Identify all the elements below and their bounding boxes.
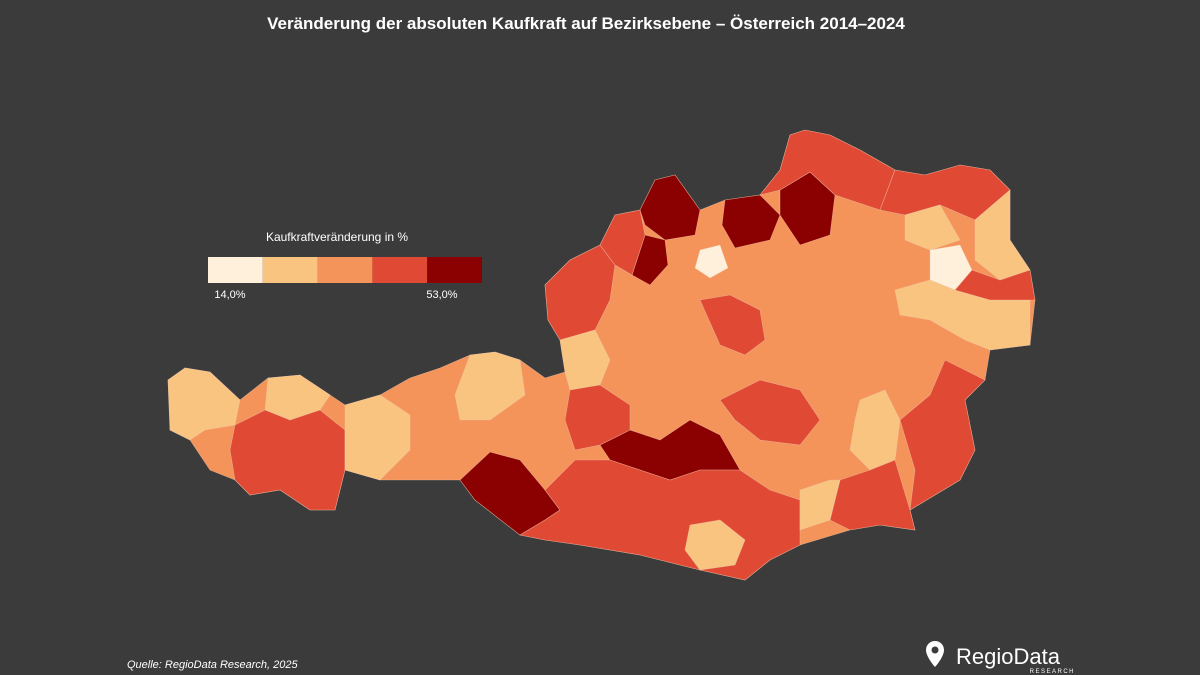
district bbox=[229, 409, 346, 511]
district bbox=[799, 479, 841, 531]
legend-swatch bbox=[372, 257, 428, 283]
logo-icon bbox=[926, 641, 944, 667]
district bbox=[544, 244, 616, 341]
district bbox=[759, 129, 896, 211]
district bbox=[639, 174, 701, 241]
logo: RegioData RESEARCH bbox=[926, 641, 1075, 675]
district bbox=[344, 394, 411, 481]
legend-title: Kaufkraftveränderung in % bbox=[266, 230, 408, 244]
map bbox=[167, 129, 1036, 581]
district bbox=[699, 294, 766, 356]
legend-swatch bbox=[317, 257, 373, 283]
legend-swatch bbox=[262, 257, 318, 283]
legend-max-label: 53,0% bbox=[426, 289, 457, 301]
district bbox=[719, 379, 821, 446]
district bbox=[894, 279, 1031, 351]
logo-icon-hole bbox=[931, 646, 939, 654]
district bbox=[454, 351, 526, 421]
district bbox=[599, 209, 646, 276]
district bbox=[829, 459, 916, 531]
district bbox=[564, 384, 631, 451]
source: Quelle: RegioData Research, 2025 bbox=[127, 659, 298, 671]
legend-min-label: 14,0% bbox=[214, 289, 245, 301]
district bbox=[684, 519, 746, 571]
legend-swatch bbox=[208, 257, 263, 283]
title: Veränderung der absoluten Kaufkraft auf … bbox=[267, 14, 905, 33]
legend-swatch bbox=[427, 257, 482, 283]
district bbox=[899, 359, 986, 511]
logo-sub: RESEARCH bbox=[1030, 669, 1075, 675]
district bbox=[954, 269, 1036, 301]
district bbox=[904, 204, 961, 251]
legend: Kaufkraftveränderung in % 14,0% 53,0% bbox=[208, 230, 482, 301]
logo-name: RegioData bbox=[956, 644, 1061, 669]
district bbox=[694, 244, 729, 279]
